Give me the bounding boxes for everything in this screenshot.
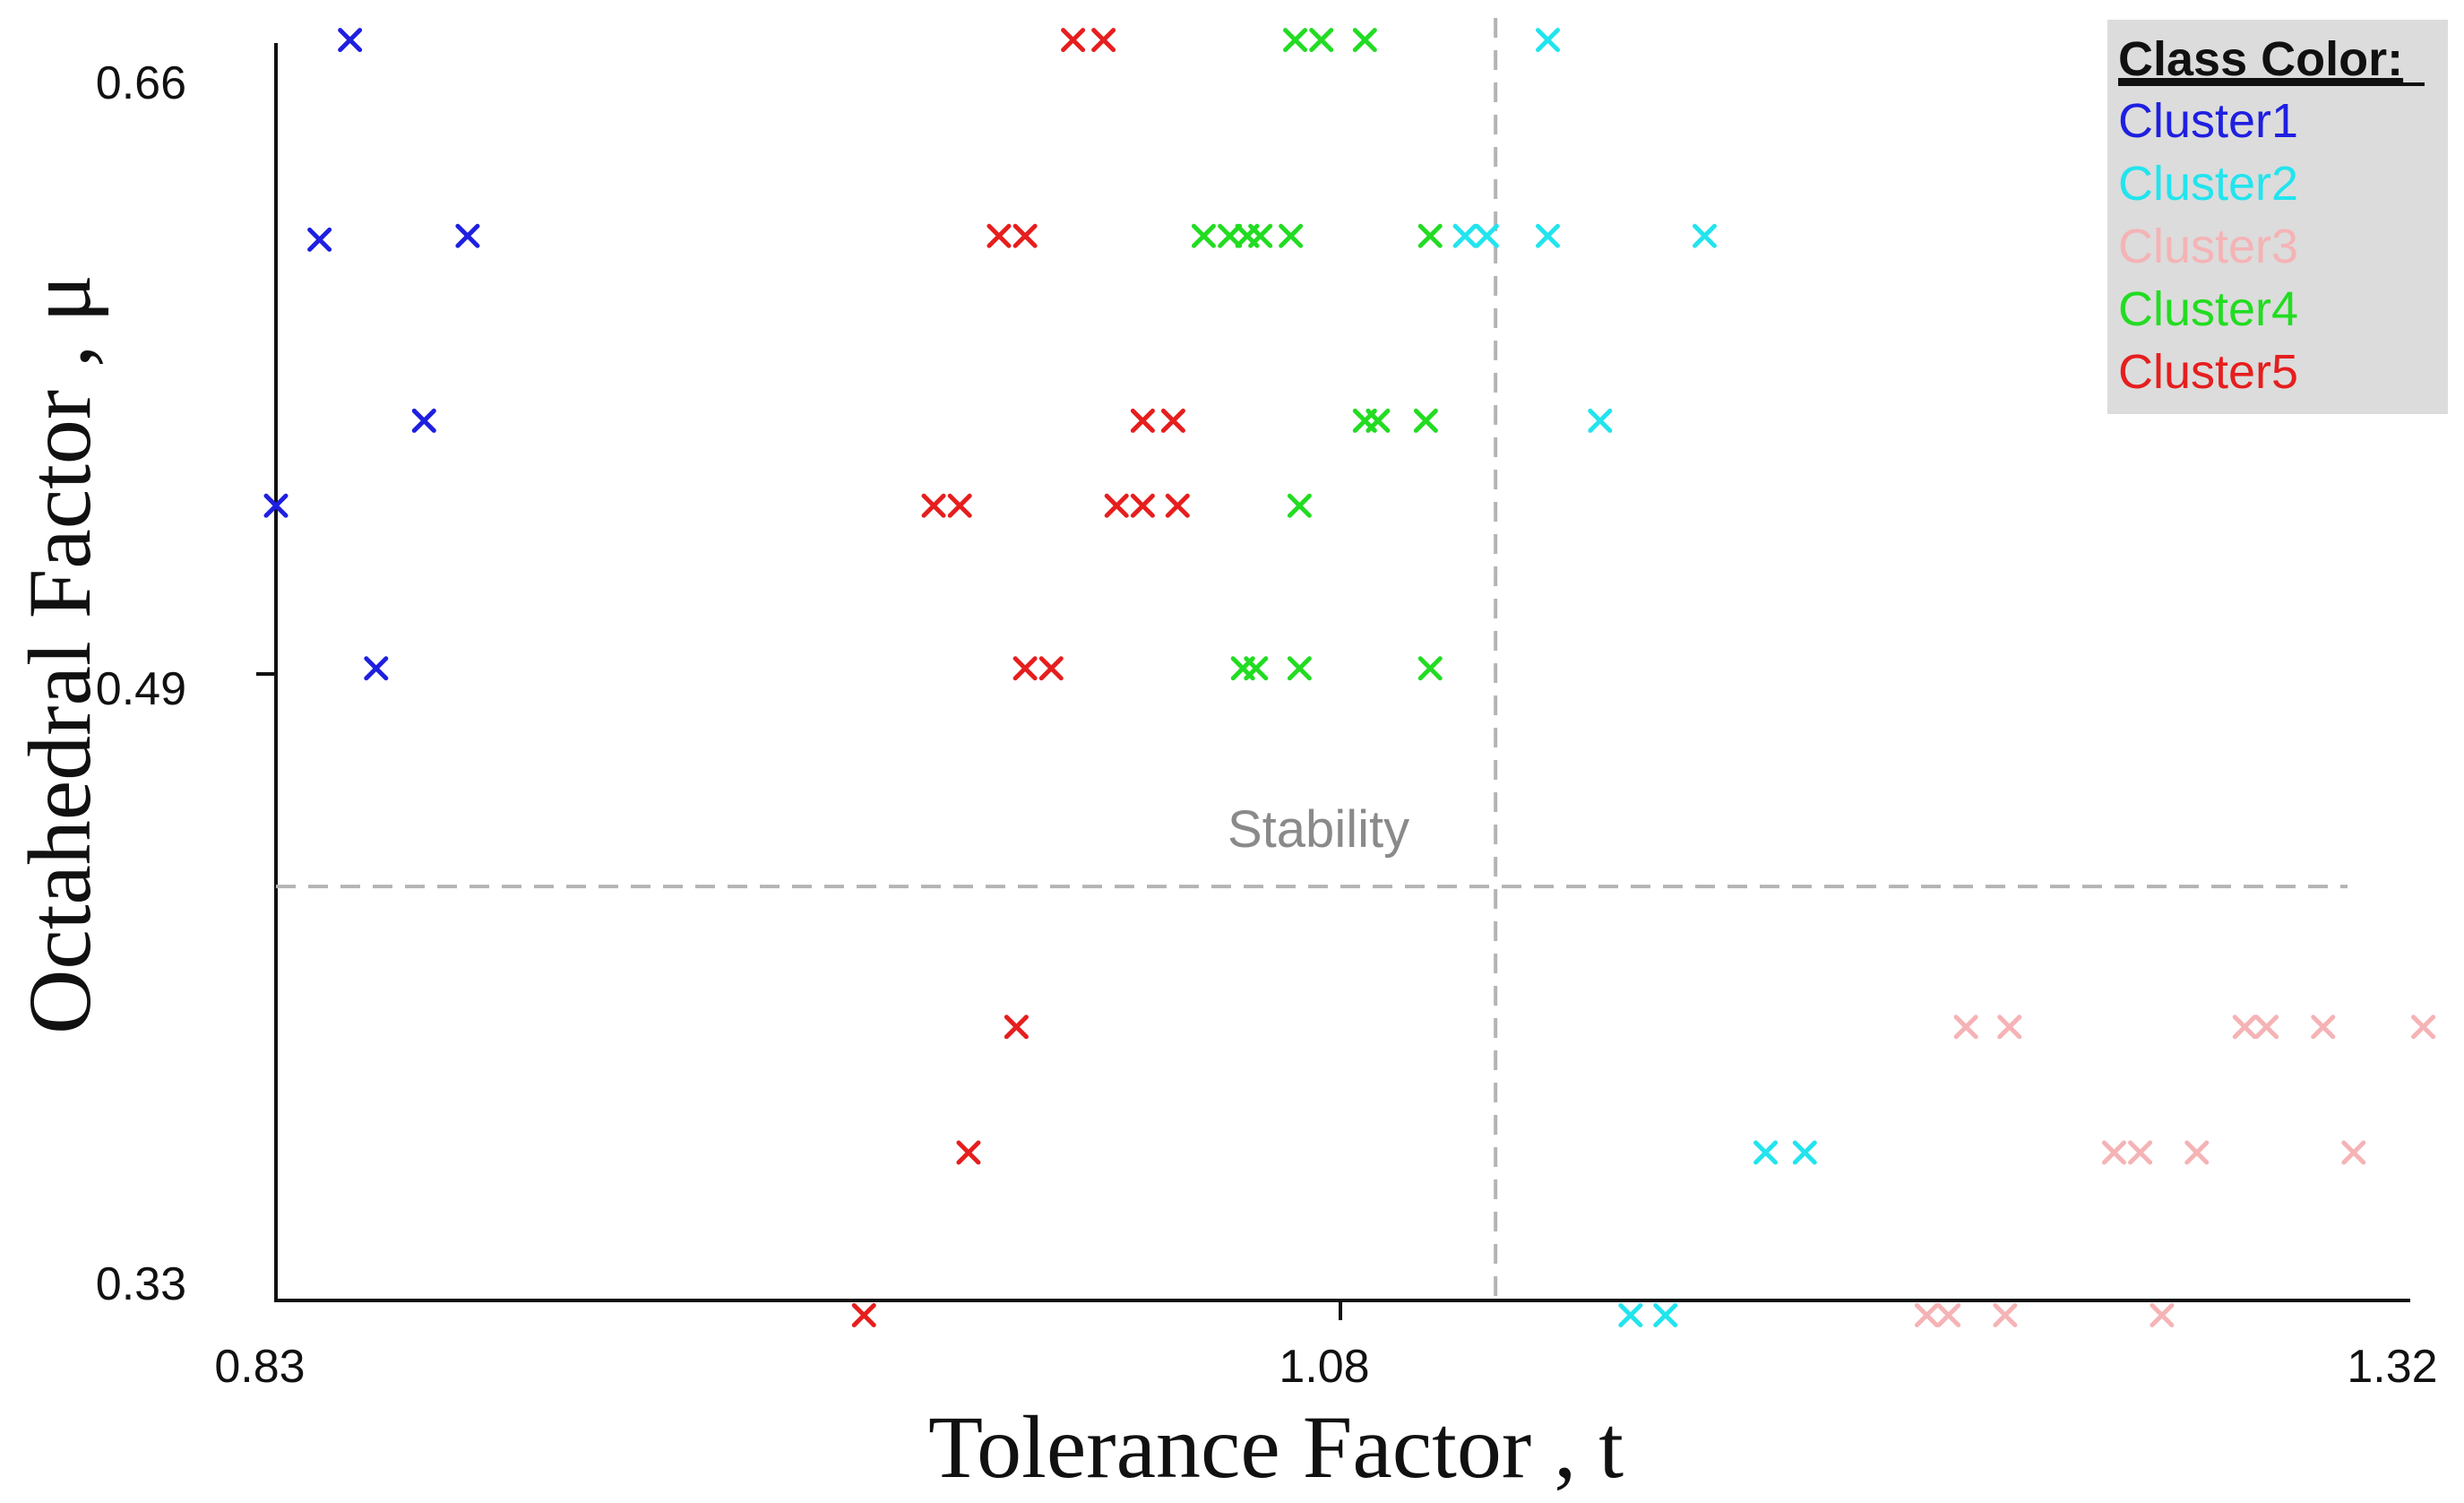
- point-cluster3: [2128, 1140, 2153, 1165]
- legend-item-cluster4: Cluster4: [2118, 282, 2298, 336]
- y-tick-label: 0.49: [96, 663, 186, 715]
- point-cluster4: [1283, 28, 1308, 53]
- point-cluster3: [2101, 1140, 2126, 1165]
- legend-title: Class Color:: [2118, 32, 2403, 86]
- point-cluster4: [1309, 28, 1334, 53]
- point-cluster4: [1244, 656, 1269, 681]
- point-cluster5: [1160, 408, 1185, 433]
- point-cluster4: [1352, 28, 1377, 53]
- point-cluster2: [1653, 1302, 1678, 1327]
- y-tick-label: 0.66: [96, 57, 186, 109]
- point-cluster4: [1413, 408, 1438, 433]
- point-cluster2: [1452, 223, 1478, 248]
- point-cluster3: [1993, 1302, 2018, 1327]
- point-cluster2: [1535, 223, 1560, 248]
- point-cluster4: [1279, 223, 1304, 248]
- point-cluster3: [2150, 1302, 2175, 1327]
- point-cluster5: [986, 223, 1012, 248]
- point-cluster2: [1792, 1140, 1817, 1165]
- legend-item-cluster3: Cluster3: [2118, 220, 2298, 273]
- point-cluster2: [1692, 223, 1717, 248]
- point-cluster5: [1061, 28, 1086, 53]
- legend-item-cluster5: Cluster5: [2118, 345, 2298, 399]
- point-cluster5: [1004, 1015, 1029, 1040]
- point-cluster2: [1535, 28, 1560, 53]
- point-cluster5: [1130, 408, 1155, 433]
- point-cluster3: [2311, 1015, 2336, 1040]
- legend-item-cluster2: Cluster2: [2118, 157, 2298, 211]
- point-cluster5: [1012, 223, 1038, 248]
- point-cluster1: [338, 28, 363, 53]
- point-cluster4: [1417, 656, 1443, 681]
- legend: Class Color: Cluster1 Cluster2 Cluster3 …: [2107, 20, 2448, 414]
- point-cluster5: [1104, 493, 1129, 518]
- y-axis-title: Octahedral Factor , μ: [10, 274, 109, 1034]
- point-cluster4: [1287, 656, 1312, 681]
- point-cluster4: [1287, 493, 1312, 518]
- point-cluster1: [307, 227, 332, 252]
- point-cluster3: [2232, 1015, 2257, 1040]
- point-cluster3: [2411, 1015, 2436, 1040]
- legend-item-cluster1: Cluster1: [2118, 94, 2298, 148]
- point-cluster3: [1997, 1015, 2022, 1040]
- point-cluster5: [1091, 28, 1116, 53]
- point-cluster5: [1165, 493, 1190, 518]
- point-cluster5: [851, 1302, 876, 1327]
- point-cluster1: [263, 493, 289, 518]
- x-tick-label: 1.08: [1279, 1341, 1369, 1393]
- x-axis-title: Tolerance Factor , t: [928, 1397, 1624, 1497]
- point-cluster4: [1417, 223, 1443, 248]
- point-cluster2: [1753, 1140, 1779, 1165]
- point-cluster4: [1191, 223, 1216, 248]
- point-cluster3: [1914, 1302, 1939, 1327]
- data-points: [263, 28, 2436, 1327]
- point-cluster1: [411, 408, 436, 433]
- point-cluster2: [1618, 1302, 1643, 1327]
- point-cluster2: [1474, 223, 1499, 248]
- point-cluster5: [1038, 656, 1064, 681]
- point-cluster3: [1936, 1302, 1961, 1327]
- x-tick-label: 1.32: [2347, 1341, 2437, 1393]
- point-cluster1: [364, 656, 389, 681]
- point-cluster3: [1953, 1015, 1978, 1040]
- point-cluster4: [1218, 223, 1243, 248]
- point-cluster5: [1130, 493, 1155, 518]
- stability-annotation: Stability: [1228, 800, 1409, 859]
- x-tick-label: 0.83: [214, 1341, 305, 1393]
- point-cluster3: [2184, 1140, 2210, 1165]
- point-cluster4: [1366, 408, 1391, 433]
- point-cluster4: [1248, 223, 1273, 248]
- point-cluster5: [947, 493, 972, 518]
- point-cluster5: [1012, 656, 1038, 681]
- point-cluster5: [956, 1140, 981, 1165]
- point-cluster3: [2254, 1015, 2279, 1040]
- y-tick-label: 0.33: [96, 1258, 186, 1310]
- point-cluster3: [2341, 1140, 2366, 1165]
- point-cluster5: [921, 493, 946, 518]
- point-cluster1: [455, 223, 480, 248]
- point-cluster2: [1588, 408, 1613, 433]
